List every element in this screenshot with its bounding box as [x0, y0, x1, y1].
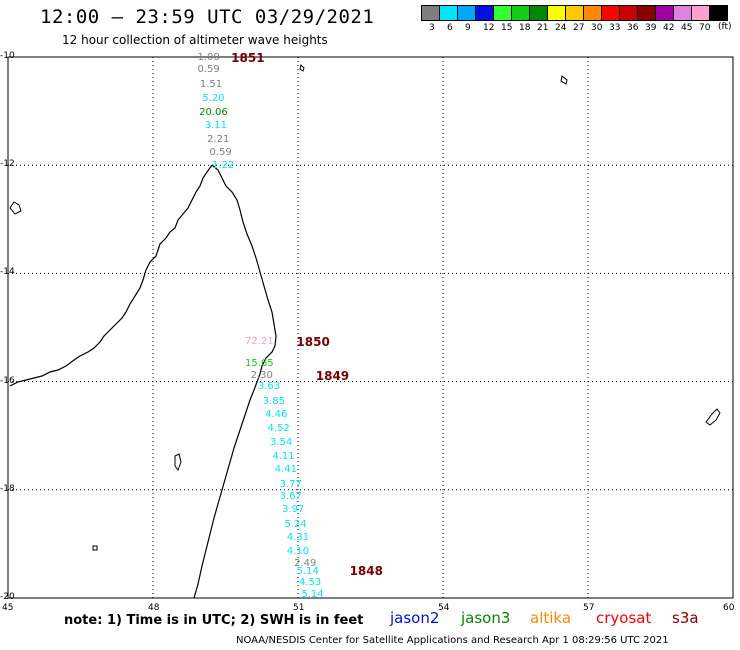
footer-note: note: 1) Time is in UTC; 2) SWH is in fe…: [64, 613, 364, 628]
island-north: [299, 64, 305, 72]
longitude-label: 54: [438, 603, 450, 613]
wave-height-value: 3.97: [282, 504, 305, 516]
footer-credit: NOAA/NESDIS Center for Satellite Applica…: [236, 635, 669, 646]
wave-height-value: 1.00: [197, 52, 220, 64]
wave-height-value: 4.31: [286, 531, 310, 543]
wave-height-value: 2.49: [294, 557, 317, 569]
wave-height-value: 3.77: [279, 478, 302, 490]
scale-tick-label: 33: [609, 23, 621, 33]
wave-height-value: 4.46: [265, 409, 288, 421]
scale-swatch: [709, 5, 728, 21]
wave-height-value: 3.54: [269, 437, 293, 449]
wave-height-value: 4.10: [286, 546, 310, 557]
latitude-label: -16: [0, 375, 15, 386]
wave-height-value: 3.67: [279, 490, 302, 502]
scale-tick-label: 12: [483, 23, 495, 33]
scale-swatch: 42: [655, 5, 674, 33]
wave-height-value: 1.22: [211, 160, 235, 172]
wave-height-value: 4.41: [274, 463, 298, 475]
wave-height-value: 72.21: [245, 335, 274, 347]
latitude-label: -12: [0, 159, 15, 170]
scale-tick-label: 30: [591, 23, 603, 33]
track-id-label: 1851: [231, 51, 265, 66]
scale-tick-label: 6: [447, 23, 453, 33]
satellite-legend-entry: altika: [530, 609, 572, 627]
scale-tick-label: 15: [501, 23, 513, 33]
scale-tick-label: 39: [645, 23, 657, 33]
scale-tick-label: 21: [537, 23, 549, 33]
wave-height-value: 4.53: [298, 576, 322, 588]
track-id-label: 1850: [296, 334, 330, 349]
island-south: [92, 545, 98, 551]
island-east: [560, 75, 568, 85]
longitude-label: 45: [2, 603, 14, 613]
scale-tick-label: 42: [663, 23, 675, 33]
scale-unit-label: (ft): [718, 22, 732, 32]
scale-tick-label: 9: [465, 23, 471, 33]
wave-height-value: 5.20: [202, 93, 225, 105]
track-id-label: 1849: [315, 368, 350, 383]
wave-height-value: 20.06: [199, 107, 228, 119]
satellite-legend-entry: cryosat: [596, 609, 652, 627]
wave-height-value: 4.11: [272, 450, 295, 462]
latitude-label: -10: [0, 51, 15, 61]
wave-height-value: 3.11: [204, 120, 227, 132]
island-tromelin: [705, 408, 721, 426]
longitude-label: 60: [723, 603, 735, 613]
longitude-label: 51: [293, 603, 305, 613]
scale-tick-label: 45: [681, 23, 693, 33]
wave-height-value: 3.63: [257, 381, 281, 392]
scale-tick-label: 36: [627, 23, 639, 33]
wave-height-value: 5.14: [296, 566, 319, 578]
wave-height-value: 3.85: [262, 395, 285, 407]
madagascar-coastline: [9, 164, 277, 599]
island-reef: [174, 453, 182, 472]
satellite-legend-entry: jason3: [461, 609, 511, 627]
longitude-label: 57: [583, 603, 595, 613]
island-mayotte: [9, 201, 22, 215]
scale-swatch: 9: [457, 5, 476, 33]
longitude-label: 48: [148, 603, 160, 613]
wave-height-value: 0.59: [197, 63, 220, 75]
scale-tick-label: 27: [573, 23, 585, 33]
scale-tick-label: 70: [699, 23, 711, 33]
wave-height-value: 2.30: [250, 369, 273, 381]
latitude-label: -20: [0, 592, 15, 602]
wave-height-value: 0.59: [209, 147, 232, 159]
scale-tick-label: 18: [519, 23, 531, 33]
graticule: [8, 57, 733, 598]
map-subtitle: 12 hour collection of altimeter wave hei…: [62, 33, 328, 47]
latitude-label: -14: [0, 267, 15, 278]
map-title: 12:00 – 23:59 UTC 03/29/2021: [40, 6, 375, 28]
satellite-legend-entry: s3a: [672, 609, 699, 627]
wave-height-value: 4.52: [267, 422, 290, 434]
latitude-label: -18: [0, 483, 15, 494]
wave-height-color-scale: 3 6 9 12 15 18 21 24 27 30 33 36 39 42 45 70: [421, 5, 728, 33]
scale-tick-label: 3: [429, 23, 435, 33]
wave-height-value: 2.21: [207, 134, 230, 146]
map-frame: [7, 56, 734, 599]
wave-height-value: 15.65: [245, 357, 274, 369]
scale-swatch: 18: [511, 5, 530, 33]
wave-height-value: 5.24: [284, 518, 307, 530]
satellite-legend-entry: jason2: [390, 609, 440, 627]
track-id-label: 1848: [349, 563, 383, 578]
wave-height-value: 1.51: [199, 79, 223, 91]
wave-height-value: 5.14: [301, 589, 324, 601]
scale-tick-label: 24: [555, 23, 567, 33]
